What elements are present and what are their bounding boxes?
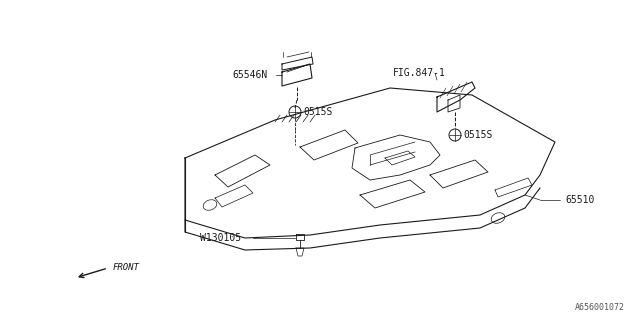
Text: W130105: W130105 [200,233,241,243]
Text: 0515S: 0515S [303,107,332,117]
Text: FIG.847-1: FIG.847-1 [393,68,446,78]
Text: A656001072: A656001072 [575,303,625,312]
Text: FRONT: FRONT [113,263,140,273]
Text: 0515S: 0515S [463,130,492,140]
Text: 65510: 65510 [565,195,595,205]
Text: 65546N: 65546N [232,70,268,80]
